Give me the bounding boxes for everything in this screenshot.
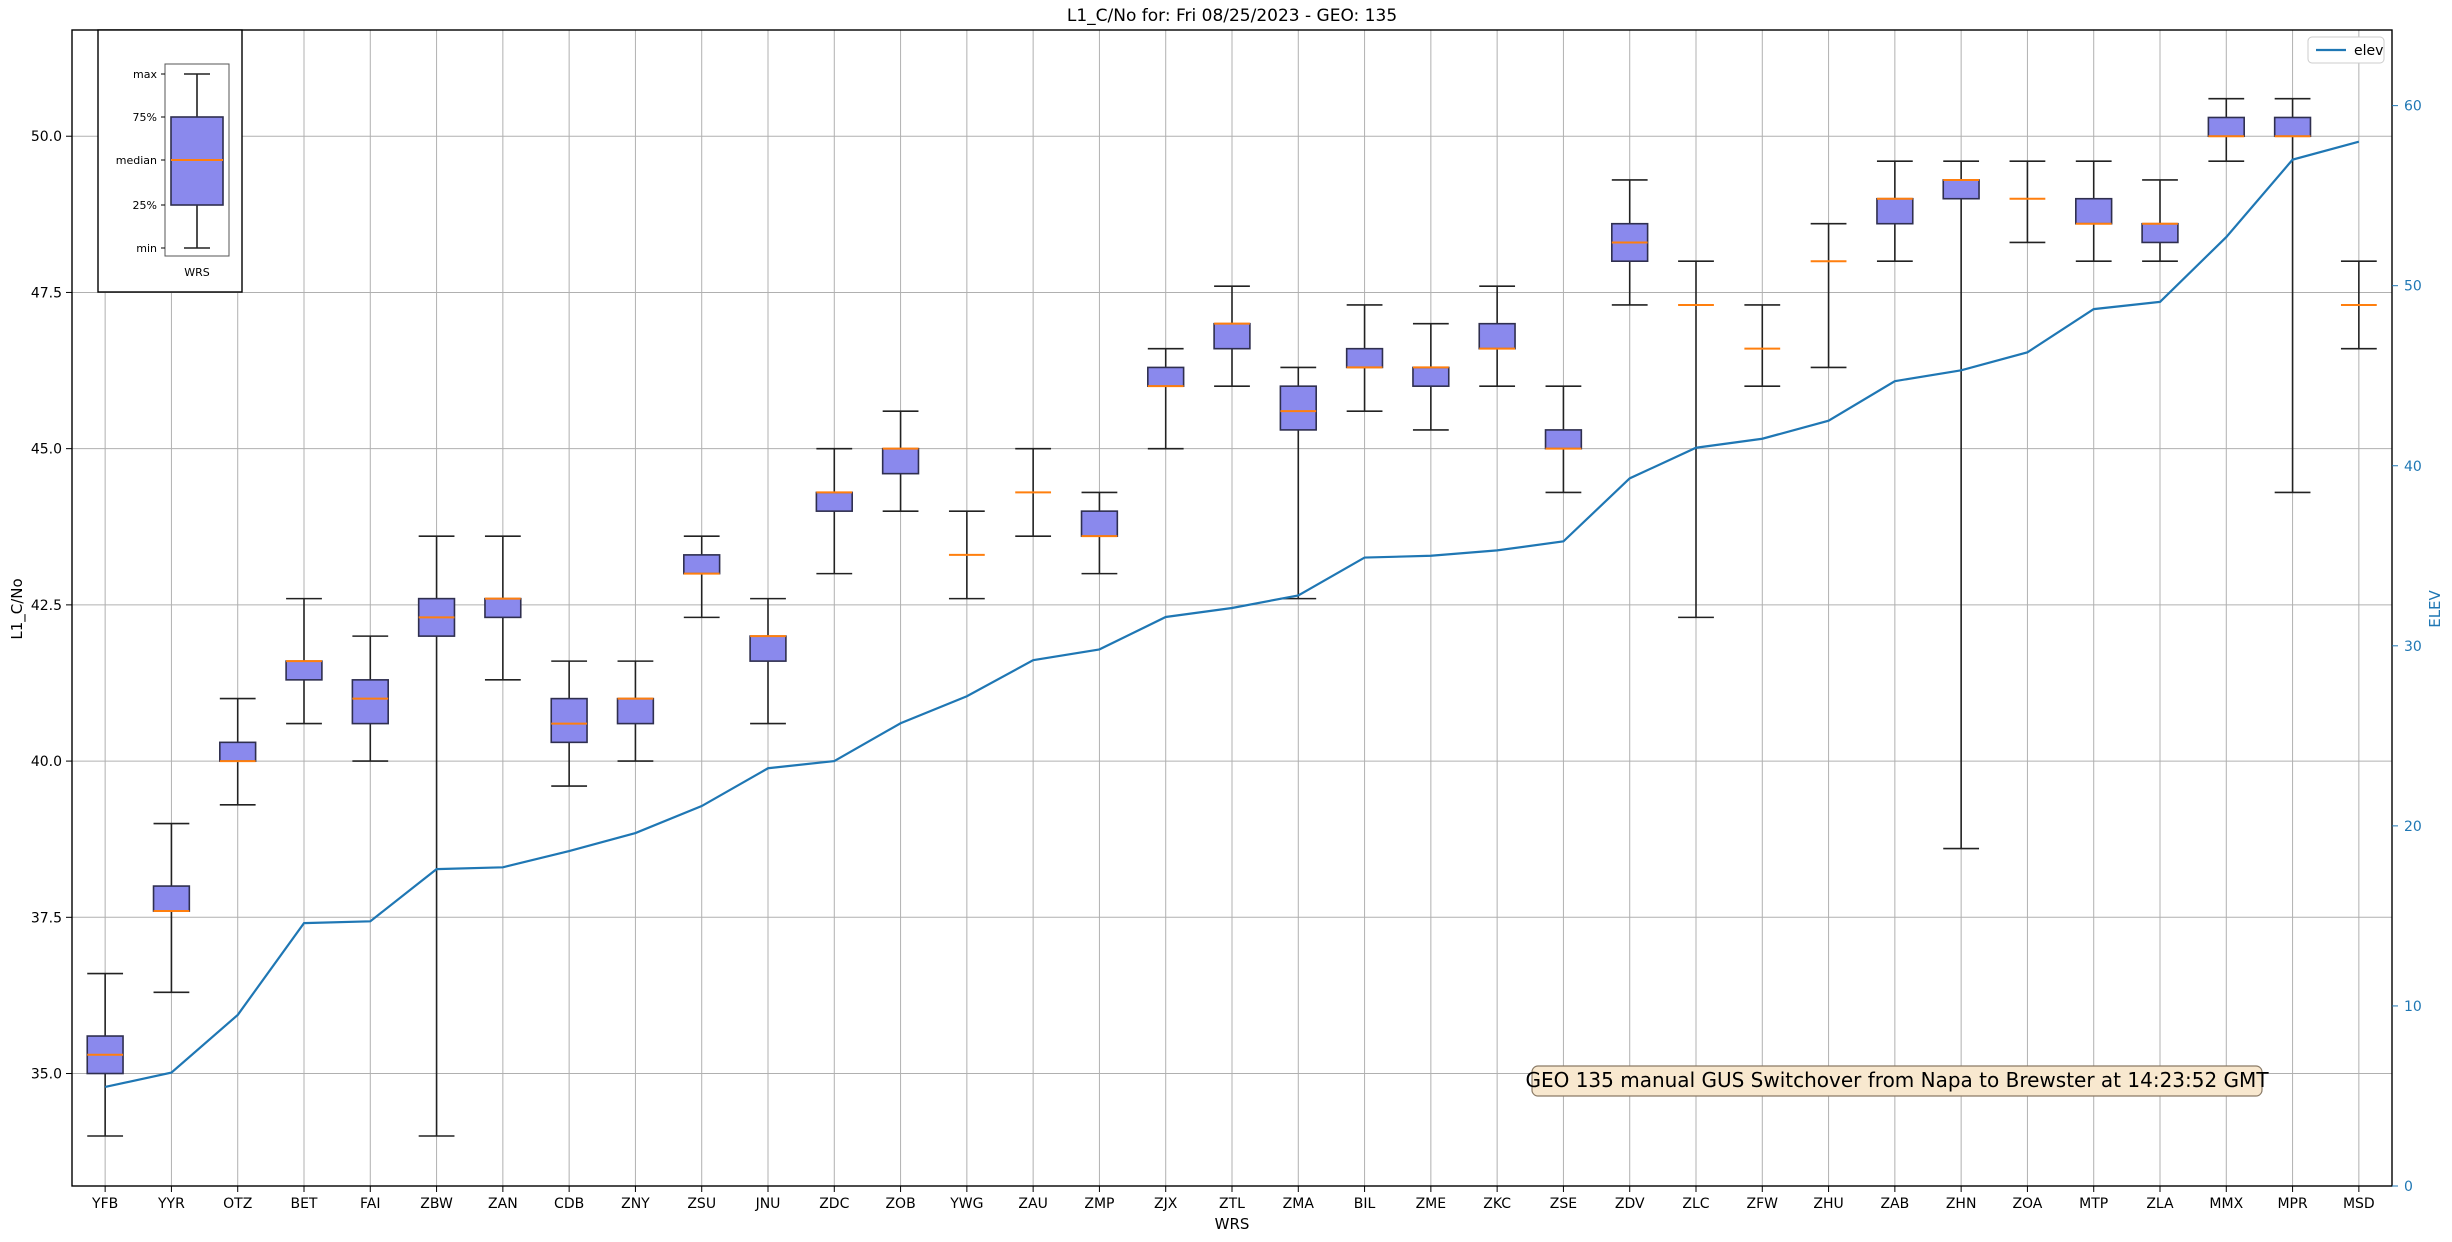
box-ZAB (1876, 197, 1914, 225)
y2-tick-label: 20 (2404, 819, 2422, 835)
x-tick-label: ZFW (1747, 1196, 1779, 1212)
box-BIL (1345, 347, 1384, 369)
x-tick-label: ZTL (1219, 1196, 1245, 1212)
y2-tick-label: 30 (2404, 639, 2422, 655)
annotation: GEO 135 manual GUS Switchover from Napa … (1525, 1065, 2269, 1097)
x-tick-label: MSD (2343, 1196, 2375, 1212)
y2-tick-label: 60 (2404, 99, 2422, 115)
box-ZMA (1279, 385, 1317, 431)
box-ZNY (616, 697, 655, 725)
x-axis-label: WRS (1215, 1215, 1250, 1233)
x-tick-label: MTP (2079, 1196, 2108, 1212)
box-ZSE (1544, 429, 1583, 450)
y2-tick-label: 10 (2404, 999, 2422, 1015)
box-ZME (1412, 366, 1450, 387)
x-tick-label: ZDV (1615, 1196, 1645, 1212)
box-ZLA (2141, 222, 2179, 244)
box-OTZ (219, 741, 257, 762)
x-tick-label: ZLC (1682, 1196, 1709, 1212)
box-JNU (749, 635, 787, 662)
inset-label: 75% (133, 111, 157, 124)
x-tick-label: ZMP (1084, 1196, 1114, 1212)
x-tick-label: YWG (949, 1196, 983, 1212)
inset-label: 25% (133, 199, 157, 212)
x-tick-label: YYR (157, 1196, 185, 1212)
x-tick-label: ZBW (420, 1196, 453, 1212)
x-tick-label: BET (290, 1196, 317, 1212)
x-tick-label: ZAB (1880, 1196, 1909, 1212)
legend-inset: max 75% median 25% min WRS (97, 29, 243, 293)
chart-title: L1_C/No for: Fri 08/25/2023 - GEO: 135 (1067, 6, 1397, 26)
box-ZDC (815, 491, 853, 512)
inset-label: max (133, 68, 157, 81)
x-tick-label: ZOB (885, 1196, 915, 1212)
x-tick-label: JNU (755, 1196, 781, 1212)
inset-label: min (136, 242, 157, 255)
x-tick-label: MPR (2277, 1196, 2308, 1212)
x-tick-label: FAI (360, 1196, 380, 1212)
x-tick-label: CDB (554, 1196, 584, 1212)
legend-label-elev: elev (2354, 43, 2383, 59)
y-tick-label: 50.0 (31, 129, 62, 145)
box-ZTL (1213, 322, 1251, 350)
y-tick-label: 42.5 (31, 598, 62, 614)
x-tick-label: BIL (1354, 1196, 1376, 1212)
x-tick-label: ZSE (1550, 1196, 1577, 1212)
box-ZKC (1478, 322, 1516, 350)
x-tick-label: ZHU (1813, 1196, 1843, 1212)
x-tick-label: ZOA (2012, 1196, 2042, 1212)
x-tick-label: ZMA (1283, 1196, 1315, 1212)
box-ZOB (881, 447, 920, 475)
box-ZHN (1942, 179, 1980, 200)
x-tick-label: ZME (1416, 1196, 1447, 1212)
elev-line (104, 140, 2360, 1089)
y2-tick-label: 0 (2404, 1179, 2413, 1195)
x-tick-label: ZKC (1483, 1196, 1511, 1212)
inset-xlabel: WRS (184, 266, 210, 279)
box-ZJX (1147, 366, 1185, 387)
y-tick-label: 47.5 (31, 285, 62, 301)
box-FAI (351, 679, 389, 725)
x-tick-label: ZAN (488, 1196, 518, 1212)
y-tick-label: 35.0 (31, 1067, 62, 1083)
annotation-text: GEO 135 manual GUS Switchover from Napa … (1525, 1068, 2269, 1092)
elev-line-group (104, 140, 2360, 1089)
y-axis-label: L1_C/No (8, 578, 27, 639)
box-YYR (152, 885, 191, 912)
x-tick-label: ZDC (819, 1196, 849, 1212)
boxes (86, 97, 2377, 1137)
x-tick-label: ZJX (1154, 1196, 1178, 1212)
box-MTP (2075, 197, 2113, 225)
box-BET (285, 660, 323, 681)
box-MPR (2273, 116, 2312, 138)
x-tick-label: ZHN (1946, 1196, 1977, 1212)
x-tick-label: ZAU (1018, 1196, 1047, 1212)
y-tick-label: 45.0 (31, 442, 62, 458)
y-tick-label: 40.0 (31, 754, 62, 770)
box-MMX (2207, 116, 2245, 138)
x-tick-label: ZLA (2146, 1196, 2174, 1212)
x-tick-label: YFB (91, 1196, 118, 1212)
box-ZSU (683, 554, 721, 575)
x-tick-label: ZNY (621, 1196, 650, 1212)
y2-tick-label: 40 (2404, 459, 2422, 475)
y-tick-label: 37.5 (31, 910, 62, 926)
annotation-box (1531, 1065, 2263, 1097)
box-ZMP (1080, 510, 1119, 537)
box-ZAN (484, 597, 522, 619)
legend: elev (2307, 36, 2385, 64)
inset-label: median (116, 154, 157, 167)
y2-tick-label: 50 (2404, 279, 2422, 295)
x-tick-label: ZSU (687, 1196, 716, 1212)
axes: YFB YYR OTZ BET FAI ZBW ZAN CDB ZNY ZSU JNU ZDC ZOB Y… (31, 29, 2422, 1212)
y2-axis-label: ELEV (2426, 589, 2444, 627)
box-CDB (550, 697, 588, 744)
x-tick-label: MMX (2209, 1196, 2243, 1212)
x-tick-label: OTZ (223, 1196, 252, 1212)
